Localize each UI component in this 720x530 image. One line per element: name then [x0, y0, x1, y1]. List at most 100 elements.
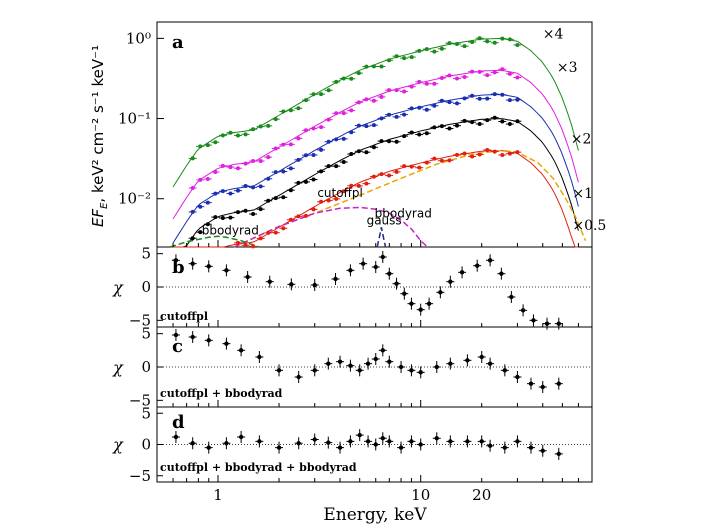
- data-point-1-8: [251, 127, 256, 132]
- data-point-5-24: [371, 174, 376, 179]
- panel-d-ytick-label-0: −5: [129, 467, 151, 485]
- data-point-4-43: [515, 119, 520, 124]
- data-point-5-8: [251, 244, 256, 249]
- data-point-1-41: [500, 36, 505, 41]
- data-point-4-5: [228, 215, 233, 220]
- data-point-5-30: [417, 165, 422, 170]
- residual-point-b-1: [190, 261, 195, 266]
- data-point-2-12: [281, 142, 286, 147]
- residual-point-d-26: [515, 439, 520, 444]
- data-point-2-34: [447, 73, 452, 78]
- residual-point-b-8: [333, 276, 338, 282]
- data-point-2-11: [273, 146, 278, 151]
- data-point-3-34: [447, 100, 452, 105]
- residual-point-d-8: [312, 437, 317, 442]
- data-point-5-25: [379, 172, 384, 177]
- data-point-1-13: [288, 108, 293, 113]
- curve-labels: ×4×3×2×1×0.5cutoffplgaussbbodyradbbodyra…: [202, 26, 607, 237]
- data-point-4-15: [303, 179, 308, 184]
- residual-point-b-21: [459, 270, 465, 275]
- data-point-4-33: [439, 124, 444, 129]
- data-point-1-10: [266, 123, 271, 128]
- residual-point-c-12: [357, 368, 362, 373]
- panel-a-ytick-label-0: 10⁰: [126, 29, 151, 47]
- residual-point-d-4: [238, 434, 244, 440]
- data-point-3-12: [281, 169, 286, 174]
- residual-point-b-15: [402, 291, 407, 296]
- residual-point-c-4: [238, 348, 244, 353]
- data-point-3-39: [485, 96, 490, 101]
- data-point-3-27: [394, 114, 399, 119]
- series-label-4: ×1: [572, 186, 593, 202]
- data-point-1-0: [190, 156, 195, 161]
- data-point-5-17: [319, 199, 324, 204]
- residual-point-b-25: [509, 294, 514, 300]
- data-point-2-40: [492, 70, 497, 75]
- data-point-2-8: [251, 159, 256, 164]
- data-point-3-22: [356, 123, 361, 128]
- residual-point-d-2: [206, 445, 211, 450]
- data-point-5-6: [236, 240, 241, 245]
- residual-point-c-29: [556, 381, 561, 386]
- data-point-3-15: [303, 153, 308, 158]
- residual-point-c-8: [312, 368, 317, 373]
- residual-point-d-29: [556, 451, 561, 457]
- data-point-5-40: [492, 149, 497, 154]
- residual-point-d-7: [296, 441, 301, 446]
- data-point-1-31: [424, 47, 429, 52]
- data-point-4-4: [220, 215, 225, 220]
- data-point-4-2: [205, 222, 210, 227]
- data-point-2-2: [205, 176, 210, 181]
- data-point-5-14: [296, 214, 301, 219]
- data-point-2-16: [311, 126, 316, 131]
- data-point-2-41: [500, 67, 505, 72]
- residual-point-b-19: [438, 290, 443, 295]
- data-point-2-39: [485, 73, 490, 78]
- data-point-5-15: [303, 213, 308, 218]
- data-point-3-19: [334, 137, 339, 142]
- data-point-2-3: [213, 170, 218, 175]
- data-point-2-18: [326, 117, 331, 122]
- residual-point-c-11: [348, 363, 353, 368]
- data-point-3-37: [470, 93, 475, 98]
- data-point-3-21: [349, 130, 354, 135]
- residual-point-d-27: [528, 445, 534, 450]
- data-point-4-31: [424, 131, 429, 136]
- data-point-5-43: [515, 150, 520, 155]
- data-point-4-41: [500, 119, 505, 124]
- data-point-1-42: [507, 37, 512, 42]
- data-point-2-0: [190, 185, 195, 190]
- residual-point-c-16: [387, 359, 392, 364]
- residual-point-b-16: [409, 301, 414, 306]
- residual-point-d-28: [540, 448, 545, 453]
- residual-point-d-1: [190, 441, 195, 446]
- data-point-3-26: [387, 112, 392, 117]
- data-point-2-38: [477, 69, 482, 74]
- residual-point-c-25: [502, 368, 508, 373]
- residual-point-c-14: [373, 356, 378, 362]
- component-label-4: bbodyrad: [202, 223, 259, 237]
- data-point-1-12: [281, 109, 286, 114]
- data-point-1-28: [402, 56, 407, 61]
- data-point-4-35: [455, 123, 460, 128]
- data-point-5-13: [288, 217, 293, 222]
- residual-point-d-25: [502, 445, 508, 450]
- residual-point-b-17: [418, 307, 423, 312]
- panel-b-model-label: cutoffpl: [160, 310, 208, 323]
- data-point-4-26: [387, 139, 392, 144]
- data-point-5-26: [387, 173, 392, 178]
- data-point-1-16: [311, 92, 316, 97]
- data-point-4-36: [462, 118, 467, 123]
- panel-b-ytick-label-1: 0: [141, 278, 151, 296]
- residual-point-b-2: [206, 264, 211, 269]
- data-point-5-38: [477, 152, 482, 157]
- data-point-2-24: [371, 98, 376, 103]
- data-point-1-20: [341, 76, 346, 81]
- data-point-5-10: [266, 230, 271, 235]
- data-point-4-1: [198, 230, 203, 235]
- residual-point-b-14: [394, 281, 399, 286]
- data-point-4-18: [326, 164, 331, 169]
- data-point-4-10: [266, 198, 271, 203]
- residual-point-b-20: [448, 279, 453, 284]
